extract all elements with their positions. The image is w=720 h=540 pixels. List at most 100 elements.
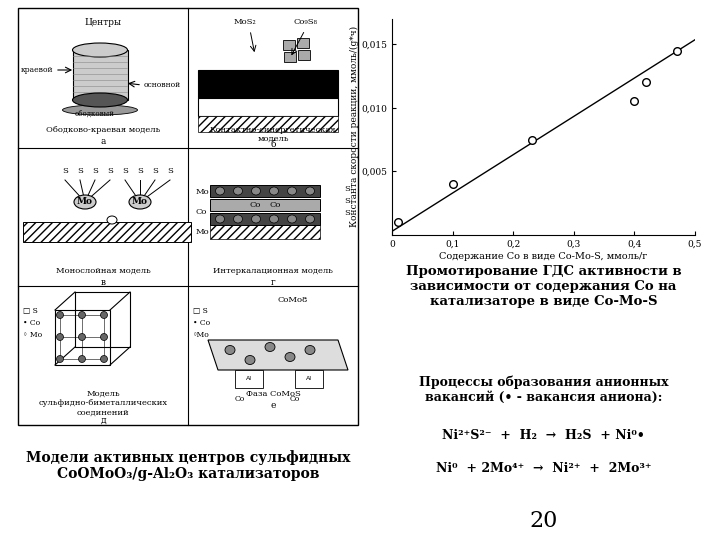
Ellipse shape (101, 355, 107, 362)
Bar (298, 50, 310, 60)
Text: основной: основной (144, 81, 181, 89)
Text: • Co: • Co (23, 319, 40, 327)
Ellipse shape (305, 215, 315, 223)
Bar (55, 310, 110, 365)
Text: д: д (100, 416, 106, 425)
Ellipse shape (78, 334, 86, 341)
Text: Интеркалационная модель: Интеркалационная модель (213, 267, 333, 275)
Text: Ободково-краевая модель: Ободково-краевая модель (46, 126, 160, 134)
Text: □ S: □ S (23, 307, 38, 315)
Text: S: S (344, 185, 350, 193)
Text: Процессы образования анионных
вакансий (• - вакансия аниона):: Процессы образования анионных вакансий (… (419, 375, 668, 404)
Text: Mo: Mo (77, 198, 93, 206)
Text: г: г (271, 278, 275, 287)
Text: S: S (167, 167, 173, 175)
Ellipse shape (305, 346, 315, 354)
Ellipse shape (73, 43, 127, 57)
Bar (235, 370, 263, 388)
Text: ◦Mo: ◦Mo (193, 331, 210, 339)
Ellipse shape (56, 334, 63, 341)
Bar (18, 8, 358, 425)
Bar (73, 50, 128, 100)
Text: Co₉S₈: Co₉S₈ (293, 18, 317, 26)
Bar (284, 52, 296, 62)
Bar (295, 370, 323, 388)
Text: Модель
сульфидно-биметаллических
соединений: Модель сульфидно-биметаллических соедине… (38, 390, 168, 416)
Text: краевой: краевой (20, 66, 53, 74)
Ellipse shape (269, 187, 279, 195)
Text: Модели активных центров сульфидных
CoOMoO₃/g-Al₂O₃ катализаторов: Модели активных центров сульфидных CoOMo… (26, 450, 350, 481)
Text: • Co: • Co (193, 319, 210, 327)
Text: 20: 20 (529, 510, 558, 532)
Text: Ni⁰  + 2Mo⁴⁺  →  Ni²⁺  +  2Mo³⁺: Ni⁰ + 2Mo⁴⁺ → Ni²⁺ + 2Mo³⁺ (436, 462, 652, 475)
Ellipse shape (233, 215, 243, 223)
Text: S: S (62, 167, 68, 175)
Ellipse shape (56, 355, 63, 362)
Ellipse shape (269, 215, 279, 223)
Ellipse shape (63, 105, 138, 115)
Text: Co: Co (249, 201, 261, 209)
Text: а: а (100, 137, 106, 146)
Ellipse shape (73, 93, 127, 107)
Ellipse shape (101, 334, 107, 341)
Text: Co: Co (196, 208, 207, 216)
Ellipse shape (245, 355, 255, 364)
Ellipse shape (74, 195, 96, 209)
Ellipse shape (287, 215, 297, 223)
Text: S: S (137, 167, 143, 175)
Text: S: S (107, 167, 113, 175)
Ellipse shape (129, 195, 151, 209)
Ellipse shape (265, 342, 275, 352)
Ellipse shape (107, 216, 117, 224)
Text: Co: Co (290, 395, 300, 403)
Text: Mo: Mo (196, 228, 210, 236)
Text: ободковый: ободковый (75, 110, 115, 118)
Text: Контактно-синергетическая
модель: Контактно-синергетическая модель (210, 126, 336, 143)
Ellipse shape (233, 187, 243, 195)
Text: Co: Co (269, 201, 281, 209)
Bar (210, 185, 320, 197)
Text: в: в (101, 278, 106, 287)
Text: CoMo8: CoMo8 (278, 296, 308, 304)
Ellipse shape (101, 312, 107, 319)
Text: Монослойная модель: Монослойная модель (55, 267, 150, 275)
Ellipse shape (225, 346, 235, 354)
Text: S: S (92, 167, 98, 175)
Text: MoS₂: MoS₂ (233, 18, 256, 26)
Text: □ S: □ S (193, 307, 208, 315)
Text: S: S (122, 167, 128, 175)
Text: S: S (344, 197, 350, 205)
Text: S: S (344, 209, 350, 217)
Ellipse shape (78, 312, 86, 319)
Text: Co: Co (235, 395, 245, 403)
Ellipse shape (287, 187, 297, 195)
Ellipse shape (305, 187, 315, 195)
Ellipse shape (215, 187, 225, 195)
Bar (210, 213, 320, 225)
Bar (297, 38, 309, 48)
Bar (198, 70, 338, 98)
X-axis label: Содержание Co в виде Co-Mo-S, ммоль/г: Содержание Co в виде Co-Mo-S, ммоль/г (439, 252, 648, 260)
Bar (210, 199, 320, 211)
Text: б: б (270, 140, 276, 149)
Text: Фаза CoMoS: Фаза CoMoS (246, 390, 300, 398)
Text: S: S (152, 167, 158, 175)
Text: Ni²⁺S²⁻  +  H₂  →  H₂S  + Ni⁰•: Ni²⁺S²⁻ + H₂ → H₂S + Ni⁰• (442, 429, 645, 442)
Text: Промотирование ГДС активности в
зависимости от содержания Co на
катализаторе в в: Промотирование ГДС активности в зависимо… (406, 265, 681, 308)
Text: е: е (270, 401, 276, 410)
Text: S: S (77, 167, 83, 175)
Text: ◦ Mo: ◦ Mo (23, 331, 42, 339)
Ellipse shape (78, 355, 86, 362)
Bar (198, 98, 338, 116)
Text: Mo: Mo (132, 198, 148, 206)
Ellipse shape (285, 353, 295, 361)
Ellipse shape (251, 187, 261, 195)
Text: Mo: Mo (196, 188, 210, 196)
Y-axis label: Константа скорости реакции, ммоль/(g*ч): Константа скорости реакции, ммоль/(g*ч) (350, 26, 359, 227)
Ellipse shape (215, 215, 225, 223)
Ellipse shape (56, 312, 63, 319)
Text: Al: Al (306, 376, 312, 381)
Bar (23, 222, 191, 242)
Polygon shape (208, 340, 348, 370)
Text: Al: Al (246, 376, 252, 381)
